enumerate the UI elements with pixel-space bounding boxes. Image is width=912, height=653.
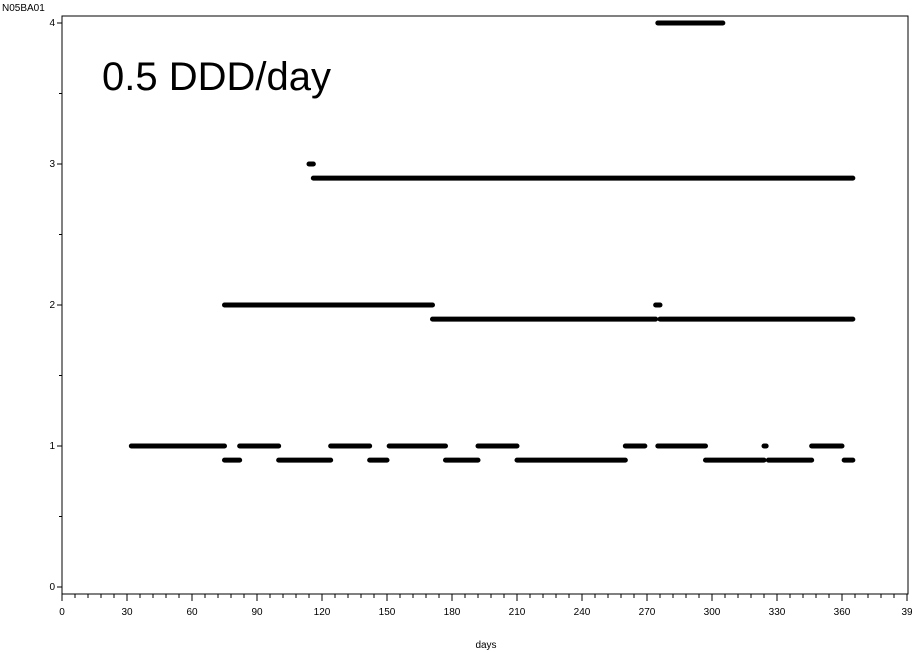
x-tick-label: 39 — [901, 607, 912, 618]
x-tick-label: 300 — [704, 607, 721, 618]
x-tick-label: 360 — [834, 607, 851, 618]
annotation-label: 0.5 DDD/day — [102, 55, 331, 99]
y-tick-label: 1 — [49, 441, 55, 452]
x-tick-label: 240 — [574, 607, 591, 618]
y-axis: 0 1 2 3 4 — [49, 18, 62, 593]
x-tick-label: 0 — [59, 607, 65, 618]
y-tick-label: 3 — [49, 159, 55, 170]
x-tick-label: 60 — [186, 607, 198, 618]
y-axis-label: N05BA01 — [2, 3, 45, 14]
x-tick-label: 30 — [121, 607, 133, 618]
y-tick-label: 2 — [49, 300, 55, 311]
plot-frame — [61, 15, 909, 595]
x-tick-label: 150 — [379, 607, 396, 618]
data-marks — [128, 20, 856, 463]
x-tick-label: 180 — [444, 607, 461, 618]
x-tick-label: 270 — [639, 607, 656, 618]
x-axis-title: days — [475, 640, 496, 651]
y-tick-label: 4 — [49, 18, 55, 29]
x-tick-label: 210 — [509, 607, 526, 618]
y-tick-label: 0 — [49, 582, 55, 593]
x-tick-label: 90 — [251, 607, 263, 618]
x-tick-label: 330 — [769, 607, 786, 618]
x-axis: 0 30 60 90 120 150 180 210 240 270 300 330 360 39 — [59, 594, 912, 618]
x-tick-label: 120 — [314, 607, 331, 618]
